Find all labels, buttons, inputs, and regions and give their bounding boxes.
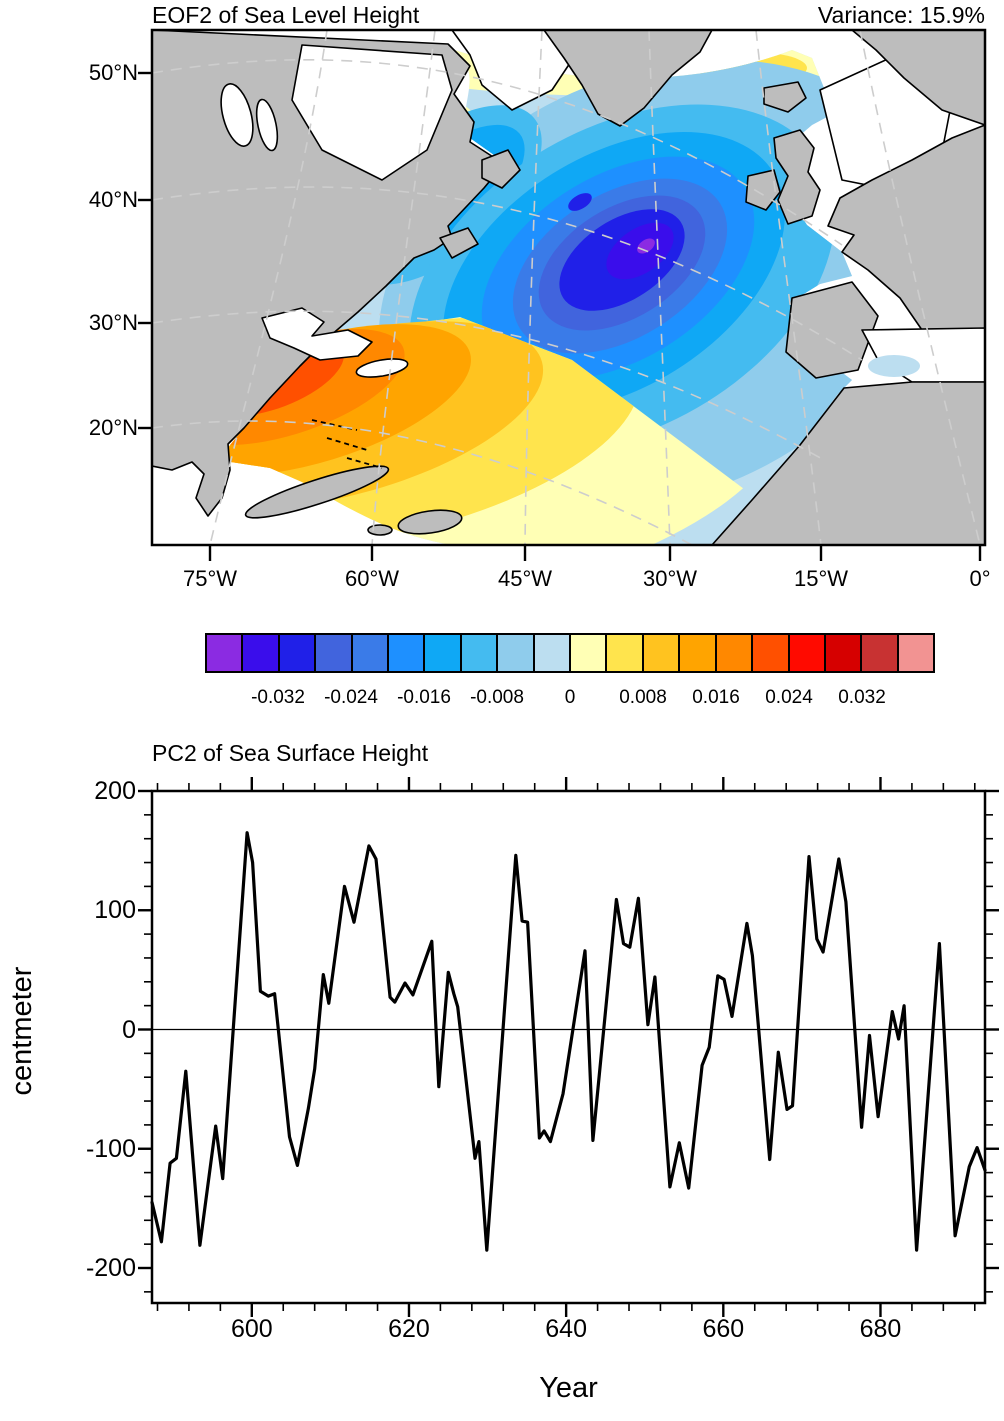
colorbar-tick-label: 0.032 [838,687,886,708]
map-lat-tick-label: 40°N [88,187,138,212]
colorbar-segment [461,635,499,671]
pc-x-tick-label: 620 [388,1315,430,1343]
colorbar-segment [534,635,572,671]
pc2-series-line [150,831,987,1252]
colorbar-segment [316,635,353,671]
map-lon-tick-label: 75°W [182,566,238,591]
pc-x-axis-label: Year [539,1372,598,1404]
variance-label: Variance: 15.9% [817,2,985,28]
colorbar-segment [425,635,462,671]
land-scandinavia [851,30,985,126]
colorbar-segment [243,635,280,671]
colorbar-segment [753,635,790,671]
map-lon-tick-label: 45°W [497,566,553,591]
land-cuba [244,465,390,519]
colorbar-tick-label: 0 [564,687,576,708]
land-greenland [543,30,713,127]
colorbar [205,633,935,673]
map-lon-tick-label: 60°W [344,566,400,591]
colorbar-segment [498,635,535,671]
map-frame [150,28,987,547]
land-hispaniola [397,509,463,535]
contour-patch-mediterranean [868,355,920,377]
water-arctic-islands [220,83,254,147]
water-arctic-islands2 [255,98,279,152]
water-great-lakes [261,307,373,361]
land-jamaica [367,524,393,536]
pc-x-tick-label: 640 [545,1315,587,1343]
water-lake [355,358,409,378]
map-lon-tick-label: 15°W [793,566,849,591]
land-iceland [763,81,807,113]
map-axis-ticks [138,71,982,561]
pc-y-tick-label: 0 [122,1015,136,1044]
pc-y-tick-label: -100 [85,1134,136,1163]
colorbar-tick-label: 0.024 [765,687,813,708]
water-hudson-bay [291,44,453,181]
colorbar-segment [607,635,644,671]
colorbar-segment [680,635,717,671]
colorbar-tick-label: -0.016 [397,687,451,708]
map-title: EOF2 of Sea Level Height [152,2,420,28]
pc-x-tick-label: 680 [859,1315,902,1343]
colorbar-tick-label: 0.008 [619,687,667,708]
colorbar-segment [825,635,863,671]
colorbar-segment [898,635,934,671]
pc-x-tick-label: 600 [230,1315,273,1343]
colorbar-segment [352,635,390,671]
colorbar-tick-label: -0.032 [251,687,305,708]
pc-y-tick-label: 200 [94,777,136,805]
colorbar-labels: -0.032 -0.024 -0.016 -0.008 0 0.008 0.016 0.024… [205,687,935,711]
colorbar-tick-label: -0.008 [470,687,524,708]
pc-plot-frame [150,789,987,1305]
land-great-britain [773,129,821,225]
contour-speck-neg [568,193,592,211]
colorbar-tick-label: 0.016 [692,687,740,708]
map-lon-tick-label: 0° [969,566,991,591]
map-lat-tick-label: 50°N [88,60,138,85]
pc-title: PC2 of Sea Surface Height [152,740,429,766]
pc-x-tick-label: 660 [702,1315,745,1343]
colorbar-segment [716,635,754,671]
colorbar-segment [279,635,317,671]
eof-map [138,28,987,561]
land-iberia [785,281,879,379]
map-lat-tick-label: 20°N [88,415,138,440]
land-newfoundland [481,149,521,189]
map-lat-tick-label: 30°N [88,310,138,335]
colorbar-segment [789,635,826,671]
colorbar-segment [862,635,899,671]
land-africa [711,381,985,545]
pc-axis-ticks [138,777,999,1317]
pc-y-tick-label: -200 [85,1254,136,1282]
colorbar-tick-label: -0.024 [324,687,378,708]
colorbar-segment [389,635,426,671]
graticule [152,30,981,545]
pc-y-tick-label: 100 [94,896,136,925]
colorbar-segment [643,635,681,671]
pc-timeseries-plot [138,777,999,1317]
map-lon-tick-label: 30°W [642,566,698,591]
colorbar-segment [571,635,608,671]
land-nova-scotia [439,227,479,259]
colorbar-segment [207,635,244,671]
